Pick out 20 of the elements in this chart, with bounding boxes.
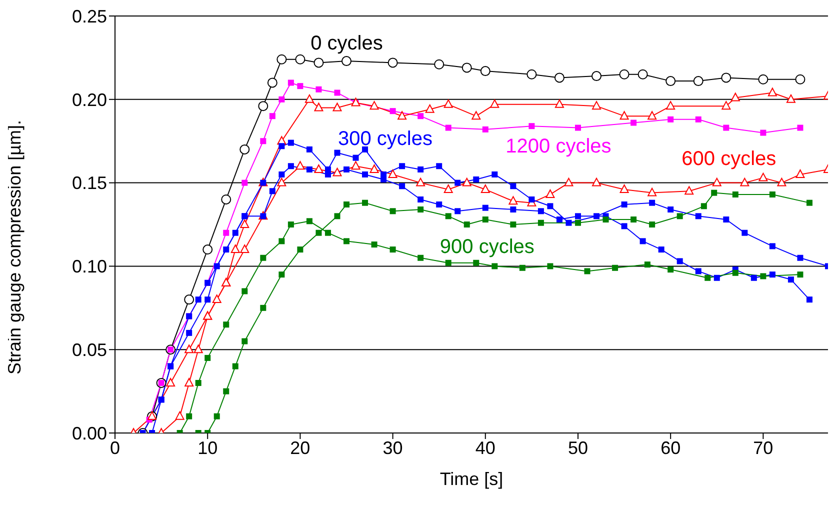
y-tick-label: 0.15	[72, 173, 107, 194]
x-tick-label: 30	[382, 438, 403, 458]
y-tick-label: 0.05	[72, 340, 107, 360]
x-tick-label: 10	[198, 438, 218, 458]
x-tick-label: 0	[110, 438, 120, 458]
y-tick-label: 0.25	[72, 6, 107, 26]
series-label: 1200 cycles	[506, 135, 612, 158]
x-axis-title: Time [s]	[440, 469, 504, 489]
x-tick-label: 70	[753, 438, 774, 458]
series-label: 0 cycles	[310, 32, 383, 55]
series-label: 900 cycles	[440, 236, 534, 258]
x-tick-label: 20	[290, 438, 310, 458]
y-tick-label: 0.10	[72, 256, 107, 277]
y-tick-label: 0.20	[72, 90, 107, 110]
series-label: 300 cycles	[338, 128, 432, 150]
series-label: 600 cycles	[682, 148, 776, 170]
x-tick-label: 60	[660, 438, 681, 458]
x-tick-label: 50	[568, 438, 588, 458]
x-tick-label: 40	[475, 438, 496, 458]
y-tick-label: 0.00	[72, 423, 107, 444]
